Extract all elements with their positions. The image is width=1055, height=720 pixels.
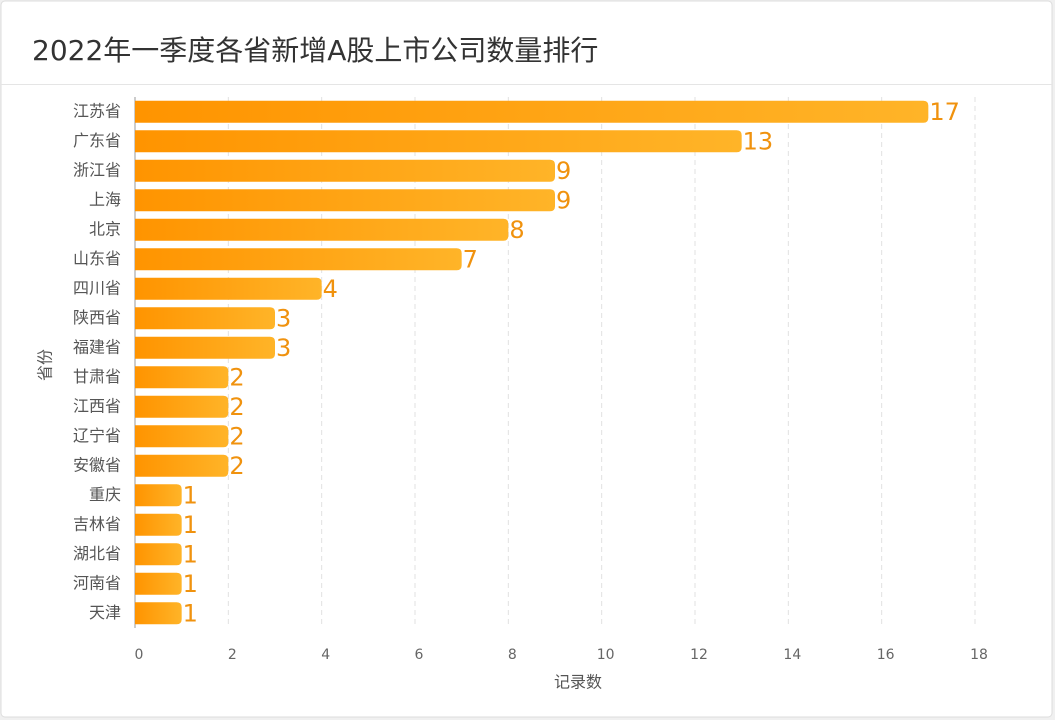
value-label: 9 <box>556 186 571 214</box>
bar <box>135 425 229 448</box>
x-tick-label: 6 <box>415 647 424 663</box>
bar <box>135 366 229 389</box>
value-label: 3 <box>276 304 291 332</box>
value-label: 4 <box>323 275 338 303</box>
y-tick-label: 福建省 <box>73 337 121 356</box>
bar <box>135 336 275 359</box>
y-tick-label: 上海 <box>89 190 121 209</box>
y-tick-label: 广东省 <box>73 131 121 150</box>
y-tick-label: 四川省 <box>73 278 121 297</box>
y-tick-label: 江西省 <box>73 396 121 415</box>
bar <box>135 454 229 477</box>
x-tick-label: 2 <box>228 647 237 663</box>
x-tick-label: 16 <box>877 647 895 663</box>
value-label: 1 <box>183 481 198 509</box>
y-tick-label: 江苏省 <box>73 101 121 120</box>
x-tick-label: 0 <box>135 647 144 663</box>
value-label: 3 <box>276 334 291 362</box>
y-tick-label: 浙江省 <box>73 160 121 179</box>
x-tick-label: 14 <box>783 647 801 663</box>
value-label: 1 <box>183 511 198 539</box>
y-tick-label: 天津 <box>89 603 121 622</box>
x-tick-label: 10 <box>597 647 615 663</box>
value-label: 7 <box>463 245 478 273</box>
bar <box>135 189 555 212</box>
y-tick-label: 安徽省 <box>73 455 121 474</box>
bar <box>135 513 182 536</box>
value-label: 2 <box>229 422 244 450</box>
bar <box>135 218 509 241</box>
bar <box>135 130 742 153</box>
bar <box>135 395 229 418</box>
value-label: 2 <box>229 363 244 391</box>
value-label: 2 <box>229 393 244 421</box>
bar <box>135 248 462 271</box>
value-label: 9 <box>556 157 571 185</box>
y-tick-label: 陕西省 <box>73 308 121 327</box>
chart-title: 2022年一季度各省新增A股上市公司数量排行 <box>32 34 598 67</box>
bar <box>135 602 182 625</box>
value-label: 1 <box>183 540 198 568</box>
x-tick-label: 8 <box>508 647 517 663</box>
y-tick-label: 北京 <box>89 219 121 238</box>
value-label: 2 <box>229 452 244 480</box>
y-tick-label: 重庆 <box>89 485 121 504</box>
bar <box>135 159 555 182</box>
y-axis-title: 省份 <box>36 349 55 381</box>
bar <box>135 543 182 566</box>
value-label: 1 <box>183 570 198 598</box>
y-tick-label: 山东省 <box>73 249 121 268</box>
y-tick-label: 吉林省 <box>73 514 121 533</box>
x-tick-label: 18 <box>970 647 988 663</box>
bar <box>135 484 182 507</box>
x-tick-label: 12 <box>690 647 708 663</box>
value-label: 17 <box>929 98 960 126</box>
y-tick-label: 湖北省 <box>73 544 121 563</box>
bar <box>135 572 182 595</box>
y-tick-label: 甘肃省 <box>73 367 121 386</box>
x-tick-label: 4 <box>321 647 330 663</box>
bar <box>135 307 275 330</box>
x-axis-title: 记录数 <box>554 673 602 692</box>
value-label: 1 <box>183 599 198 627</box>
value-label: 13 <box>743 127 774 155</box>
value-label: 8 <box>509 216 524 244</box>
bar <box>135 100 929 123</box>
y-tick-label: 辽宁省 <box>73 426 121 445</box>
y-tick-label: 河南省 <box>73 573 121 592</box>
bar <box>135 277 322 300</box>
